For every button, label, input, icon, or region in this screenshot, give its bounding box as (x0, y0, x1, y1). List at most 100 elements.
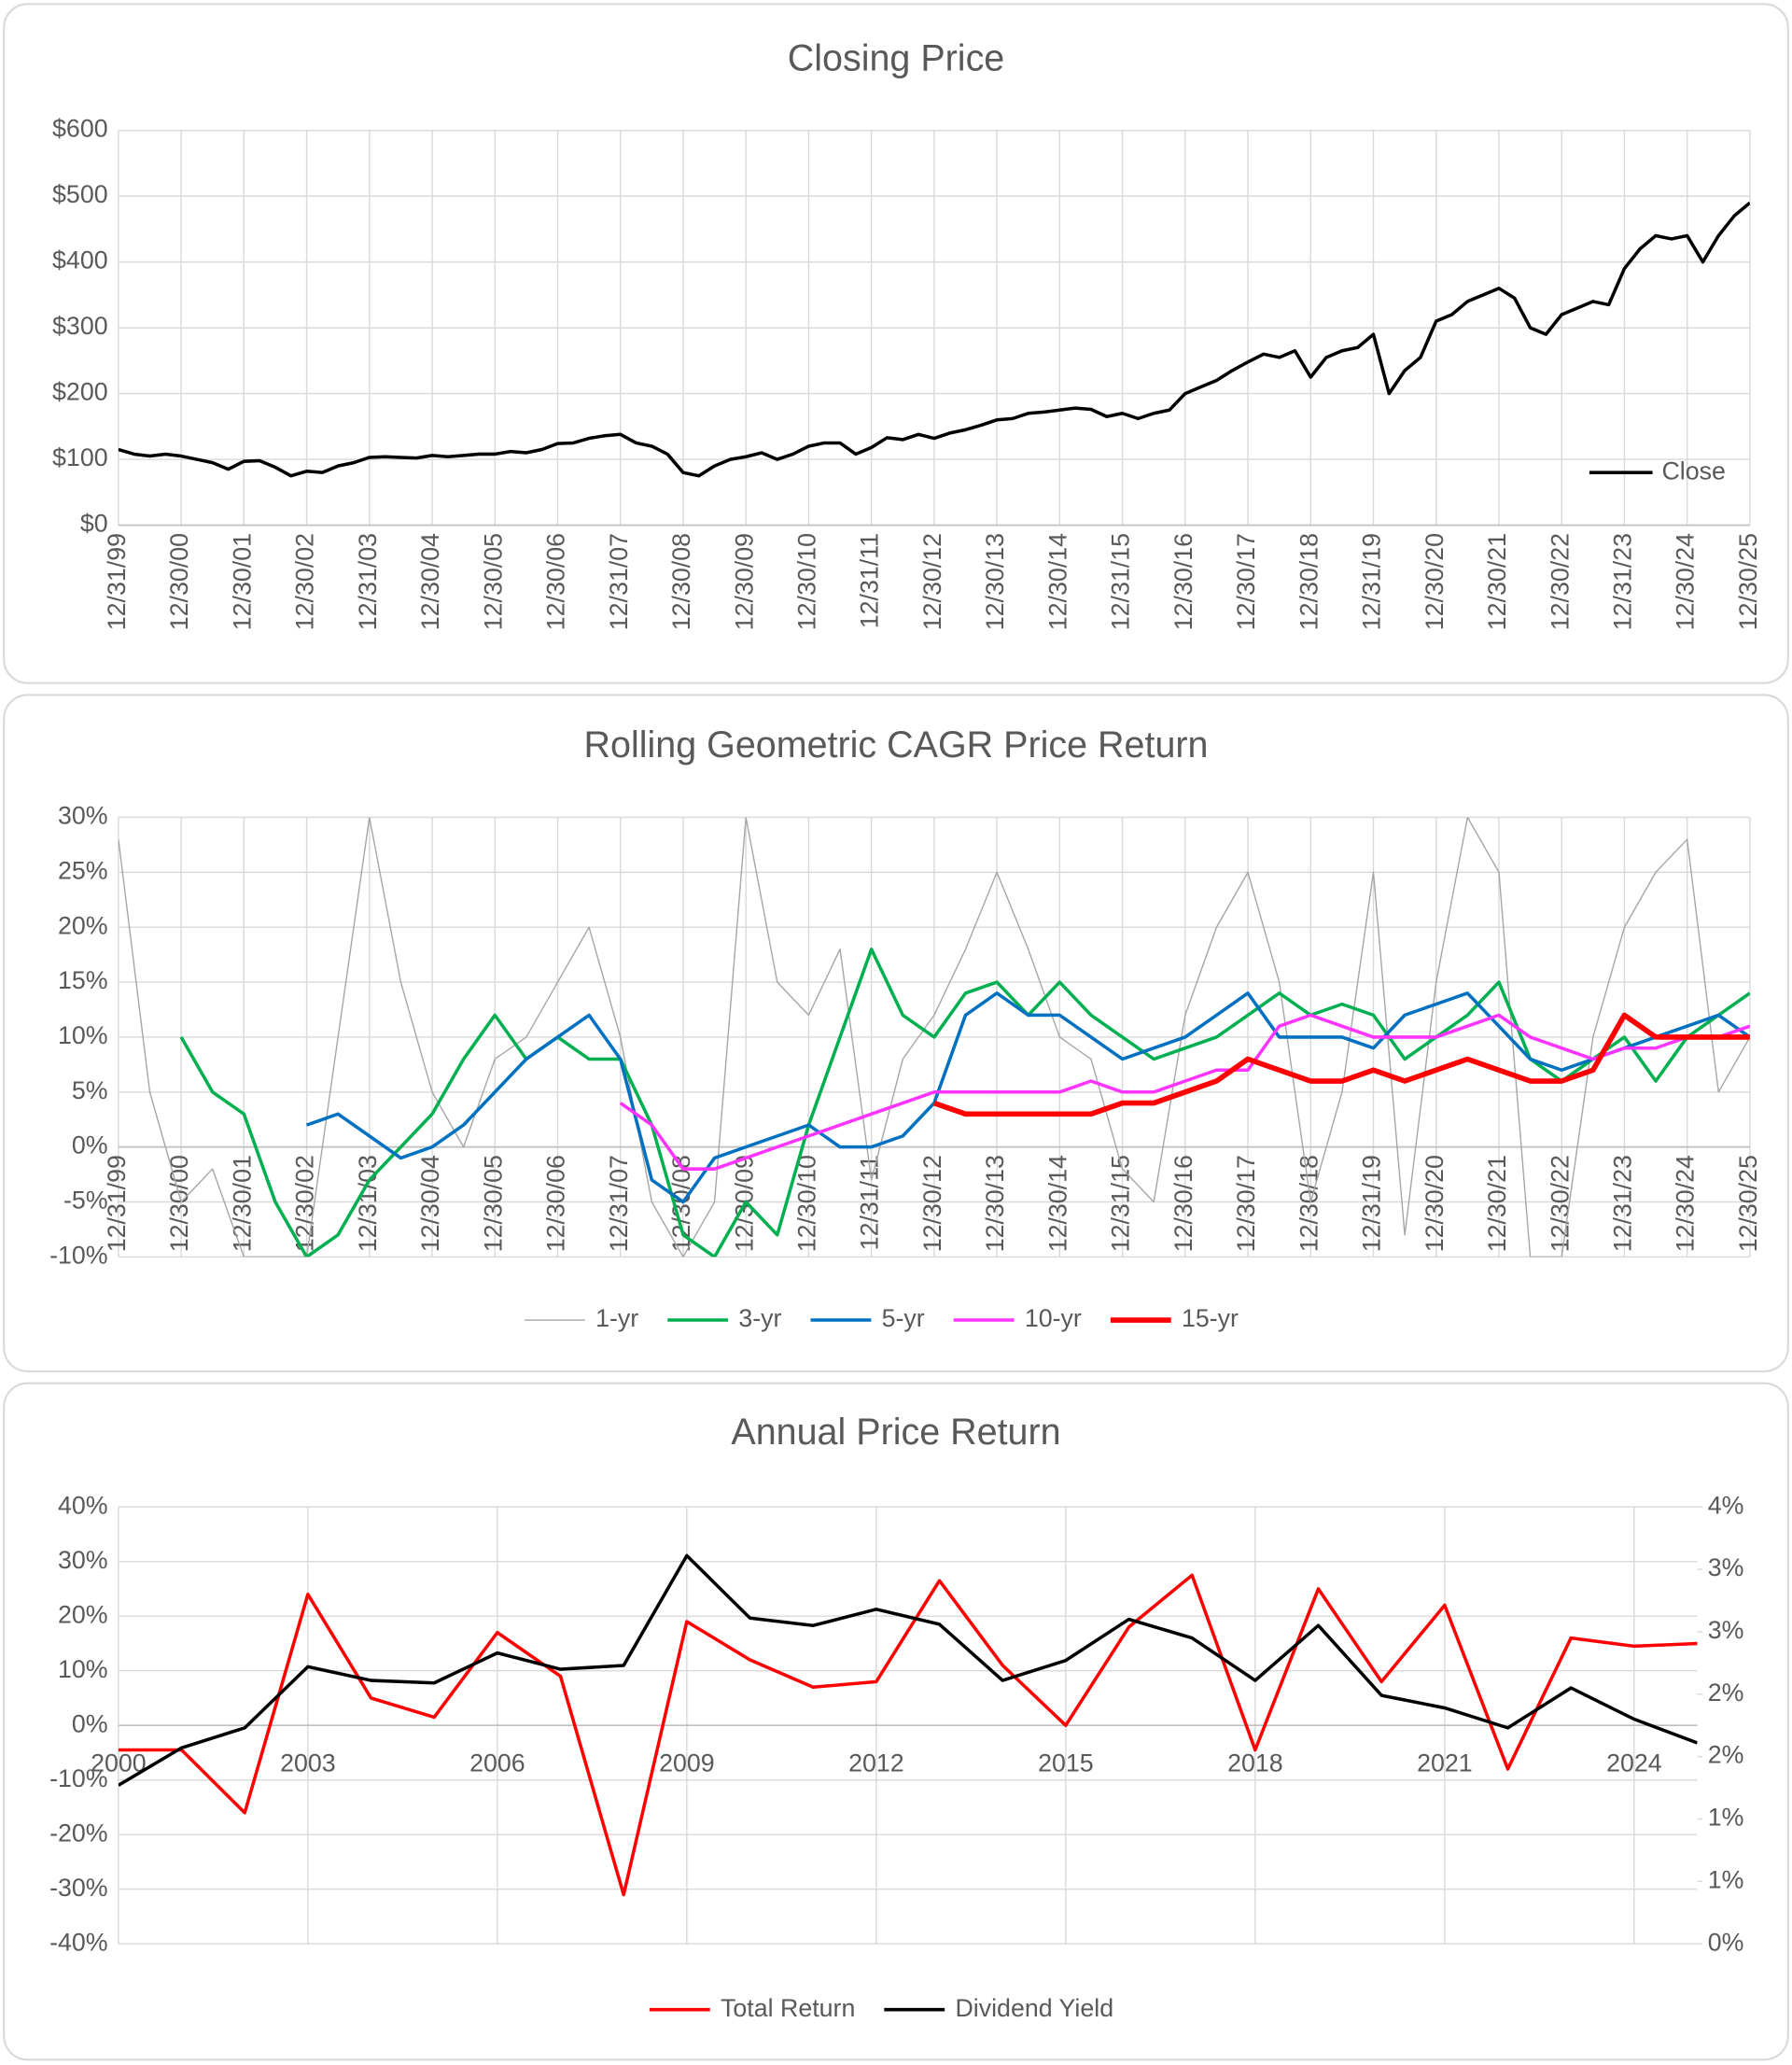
y-tick-label: $300 (52, 312, 108, 340)
x-tick-label: 12/30/10 (792, 1155, 820, 1252)
x-tick-label: 12/30/21 (1483, 1155, 1511, 1252)
y-tick-label: 5% (72, 1076, 108, 1104)
y-tick-label: $600 (52, 115, 108, 143)
y-tick-label: 40% (58, 1491, 108, 1519)
chart-panel: Rolling Geometric CAGR Price Return -10% -… (3, 694, 1789, 1373)
series-line (305, 991, 1750, 1204)
legend-label: 15-yr (1182, 1304, 1239, 1332)
x-tick-label: 12/31/19 (1358, 533, 1386, 630)
chart-title: Annual Price Return (731, 1412, 1060, 1453)
y-tick-label: 15% (58, 966, 108, 994)
y2-tick-label: 3% (1708, 1616, 1744, 1644)
y-tick-label: 30% (58, 802, 108, 830)
y-tick-label: -10% (49, 1241, 107, 1269)
x-tick-label: 12/31/23 (1609, 533, 1637, 630)
y-tick-label: 30% (58, 1546, 108, 1574)
y-tick-label: -20% (49, 1819, 107, 1847)
y-tick-label: $200 (52, 378, 108, 406)
x-tick-label: 12/30/24 (1672, 1155, 1700, 1252)
x-tick-label: 12/30/24 (1672, 533, 1700, 630)
y-tick-label: -30% (49, 1874, 107, 1902)
x-tick-label: 12/31/15 (1107, 1155, 1135, 1252)
chart-title: Rolling Geometric CAGR Price Return (584, 724, 1209, 766)
x-tick-label: 12/30/00 (165, 1155, 193, 1252)
series-line (118, 817, 1750, 1257)
x-tick-label: 12/30/05 (479, 1155, 507, 1252)
x-tick-label: 12/30/01 (228, 533, 256, 630)
y-tick-label: $400 (52, 246, 108, 274)
x-tick-label: 12/30/20 (1421, 533, 1449, 630)
legend-label: 3-yr (738, 1304, 781, 1332)
x-tick-label: 12/30/17 (1232, 1155, 1260, 1252)
y2-tick-label: 3% (1708, 1553, 1744, 1581)
y-tick-label: $0 (80, 510, 108, 538)
y-tick-label: $500 (52, 180, 108, 208)
legend-label: 5-yr (882, 1304, 925, 1332)
x-tick-label: 12/31/03 (354, 533, 382, 630)
x-tick-label: 12/30/04 (416, 1155, 444, 1252)
x-tick-label: 12/31/99 (103, 533, 131, 630)
x-tick-label: 12/30/10 (792, 533, 820, 630)
x-tick-label: 12/30/05 (479, 533, 507, 630)
chart-panel: Annual Price Return -40% -30% -20% -10% 0% 10%… (3, 1382, 1789, 2061)
x-tick-label: 12/30/06 (542, 1155, 570, 1252)
y2-tick-label: 4% (1708, 1491, 1744, 1519)
x-tick-label: 12/30/22 (1546, 533, 1574, 630)
x-tick-label: 12/30/18 (1295, 533, 1323, 630)
panel-frame (3, 3, 1789, 684)
chart-title: Closing Price (788, 37, 1005, 78)
series-line (179, 948, 1750, 1257)
x-tick-label: 12/31/15 (1107, 533, 1135, 630)
series-line (619, 1013, 1750, 1171)
x-tick-label: 12/30/25 (1734, 533, 1762, 630)
x-tick-label: 12/31/07 (605, 1155, 633, 1252)
y2-tick-label: 1% (1708, 1804, 1744, 1832)
x-tick-label: 12/30/12 (918, 1155, 946, 1252)
legend-label: Close (1661, 457, 1725, 485)
x-tick-label: 2009 (659, 1749, 715, 1777)
y-tick-label: 10% (58, 1655, 108, 1683)
x-tick-label: 12/30/13 (981, 1155, 1009, 1252)
chart-panel: Closing Price $0 $100 $200 $300 $400 $500 $600 1… (3, 3, 1789, 684)
y-tick-label: -40% (49, 1928, 107, 1956)
x-tick-label: 2021 (1417, 1749, 1473, 1777)
x-tick-label: 12/30/02 (291, 533, 319, 630)
x-tick-label: 12/30/14 (1043, 533, 1071, 630)
x-tick-label: 12/31/11 (856, 533, 884, 628)
y2-tick-label: 2% (1708, 1679, 1744, 1707)
x-tick-label: 12/30/20 (1421, 1155, 1449, 1252)
series-line (118, 201, 1750, 478)
x-tick-label: 12/30/16 (1169, 1155, 1197, 1252)
x-tick-label: 2024 (1606, 1749, 1662, 1777)
x-tick-label: 12/31/19 (1358, 1155, 1386, 1252)
legend-label: Total Return (721, 1994, 855, 2022)
x-tick-label: 2006 (469, 1749, 525, 1777)
x-tick-label: 12/31/23 (1609, 1155, 1637, 1252)
x-tick-label: 2018 (1227, 1749, 1283, 1777)
x-tick-label: 12/30/17 (1232, 533, 1260, 630)
y-tick-label: 0% (72, 1131, 108, 1159)
series-line (932, 1012, 1750, 1117)
legend-label: 1-yr (595, 1304, 638, 1332)
y-tick-label: 0% (72, 1709, 108, 1737)
x-tick-label: 12/30/04 (416, 533, 444, 630)
y-tick-label: 20% (58, 911, 108, 939)
y2-tick-label: 0% (1708, 1928, 1744, 1956)
legend-label: Dividend Yield (955, 1994, 1113, 2022)
x-tick-label: 12/30/16 (1169, 533, 1197, 630)
y2-tick-label: 1% (1708, 1865, 1744, 1893)
x-tick-label: 12/30/09 (730, 533, 758, 630)
x-tick-label: 12/30/00 (165, 533, 193, 630)
y-tick-label: 10% (58, 1021, 108, 1049)
x-tick-label: 12/30/12 (918, 533, 946, 630)
x-tick-label: 12/30/01 (228, 1155, 256, 1252)
x-tick-label: 12/30/18 (1295, 1155, 1323, 1252)
series-line (118, 1573, 1698, 1897)
panel-frame (3, 1382, 1789, 2061)
x-tick-label: 12/31/07 (605, 533, 633, 630)
x-tick-label: 2003 (280, 1749, 336, 1777)
x-tick-label: 12/30/08 (667, 1155, 695, 1252)
y-tick-label: 25% (58, 856, 108, 884)
